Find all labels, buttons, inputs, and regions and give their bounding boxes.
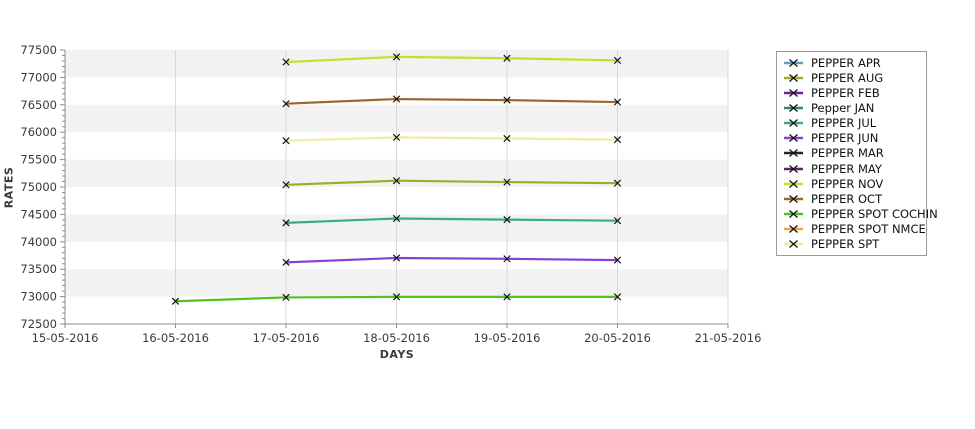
x-marker — [503, 54, 511, 62]
x-marker — [171, 297, 180, 305]
legend-label: PEPPER SPOT NMCE — [811, 222, 926, 237]
x-marker — [392, 214, 401, 223]
x-marker — [613, 256, 622, 264]
x-tick-label: 20-05-2016 — [584, 331, 651, 345]
series-line-pepper-jul — [284, 217, 619, 224]
legend-item: PEPPER SPOT COCHIN — [784, 207, 938, 221]
x-marker — [282, 58, 290, 66]
legend-series-icon — [784, 194, 803, 203]
legend-label: PEPPER JUN — [811, 131, 879, 146]
x-marker — [503, 178, 511, 186]
legend-series-icon — [784, 149, 803, 158]
x-marker — [613, 293, 622, 301]
x-marker — [282, 219, 290, 227]
x-marker — [613, 135, 622, 144]
legend-label: Pepper JAN — [811, 100, 875, 115]
y-tick-label: 74500 — [20, 207, 57, 221]
y-tick-label: 77500 — [20, 43, 57, 57]
x-marker — [282, 100, 290, 108]
x-tick-label: 21-05-2016 — [695, 331, 762, 345]
legend-item: PEPPER JUN — [784, 131, 922, 145]
y-tick-label: 77000 — [20, 70, 57, 84]
x-marker — [503, 96, 511, 104]
y-tick-label: 76000 — [20, 125, 57, 139]
legend-label: PEPPER APR — [811, 55, 881, 70]
x-axis-title: DAYS — [379, 348, 415, 361]
legend-label: PEPPER MAY — [811, 161, 882, 176]
legend-series-icon — [784, 209, 803, 218]
x-marker — [613, 179, 622, 187]
legend-label: PEPPER NOV — [811, 176, 884, 191]
x-marker — [392, 177, 401, 185]
x-marker — [503, 255, 511, 263]
x-tick-label: 19-05-2016 — [474, 331, 541, 345]
legend-item: PEPPER MAR — [784, 146, 922, 160]
series-line-pepper-spt — [284, 136, 619, 142]
legend-item: PEPPER SPT — [784, 237, 922, 251]
x-marker — [392, 254, 401, 262]
legend-item: PEPPER FEB — [784, 86, 922, 100]
y-tick-label: 74000 — [20, 235, 57, 249]
x-marker — [503, 293, 511, 301]
legend-item: PEPPER SPOT NMCE — [784, 222, 926, 236]
x-marker — [282, 293, 290, 302]
x-marker — [392, 95, 401, 103]
x-tick-label: 17-05-2016 — [253, 331, 320, 345]
y-tick-label: 73500 — [20, 262, 57, 276]
series-line-pepper-jun — [284, 256, 619, 264]
legend-label: PEPPER JUL — [811, 116, 877, 131]
x-tick-label: 18-05-2016 — [363, 331, 430, 345]
y-tick-label: 72500 — [20, 317, 57, 331]
x-marker — [282, 137, 290, 145]
legend-item: PEPPER APR — [784, 56, 922, 70]
y-tick-label: 75500 — [20, 153, 57, 167]
x-marker — [282, 181, 290, 189]
x-marker — [503, 134, 511, 143]
y-tick-label: 73000 — [20, 290, 57, 304]
x-tick-label: 15-05-2016 — [32, 331, 99, 345]
legend-series-icon — [784, 88, 803, 97]
x-marker — [613, 56, 622, 65]
y-tick-label: 75000 — [20, 180, 57, 194]
legend-label: PEPPER SPOT COCHIN — [811, 206, 938, 221]
x-marker — [392, 53, 401, 61]
x-marker — [282, 258, 290, 266]
legend-label: PEPPER AUG — [811, 70, 884, 85]
legend-series-icon — [784, 103, 803, 112]
legend-item: PEPPER OCT — [784, 192, 922, 206]
legend-series-icon — [784, 73, 803, 82]
legend-series-icon — [784, 164, 803, 173]
x-marker — [392, 133, 401, 142]
legend-item: PEPPER JUL — [784, 116, 922, 130]
x-marker — [613, 217, 622, 225]
legend-series-icon — [784, 119, 803, 128]
series-line-pepper-nov — [284, 55, 619, 64]
x-marker — [392, 293, 401, 301]
legend-label: PEPPER FEB — [811, 85, 880, 100]
legend-series-icon — [784, 240, 803, 249]
legend-item: PEPPER NOV — [784, 177, 922, 191]
legend-series-icon — [784, 225, 803, 234]
y-axis-title: RATES — [2, 166, 16, 209]
legend-item: Pepper JAN — [784, 101, 922, 115]
legend-series-icon — [784, 58, 803, 67]
x-marker — [503, 215, 511, 224]
x-tick-label: 16-05-2016 — [142, 331, 209, 345]
y-tick-label: 76500 — [20, 98, 57, 112]
legend-label: PEPPER OCT — [811, 191, 883, 206]
legend-series-icon — [784, 179, 803, 188]
legend-label: PEPPER MAR — [811, 146, 884, 161]
series-line-pepper-aug — [284, 179, 619, 186]
legend-item: PEPPER MAY — [784, 162, 922, 176]
legend: PEPPER APR PEPPER AUG PEPPER FEB Pepper JAN… — [776, 51, 938, 256]
x-marker — [613, 98, 622, 106]
legend-series-icon — [784, 134, 803, 143]
legend-label: PEPPER SPT — [811, 237, 880, 252]
legend-item: PEPPER AUG — [784, 71, 922, 85]
series-line-pepper-oct — [284, 97, 619, 105]
